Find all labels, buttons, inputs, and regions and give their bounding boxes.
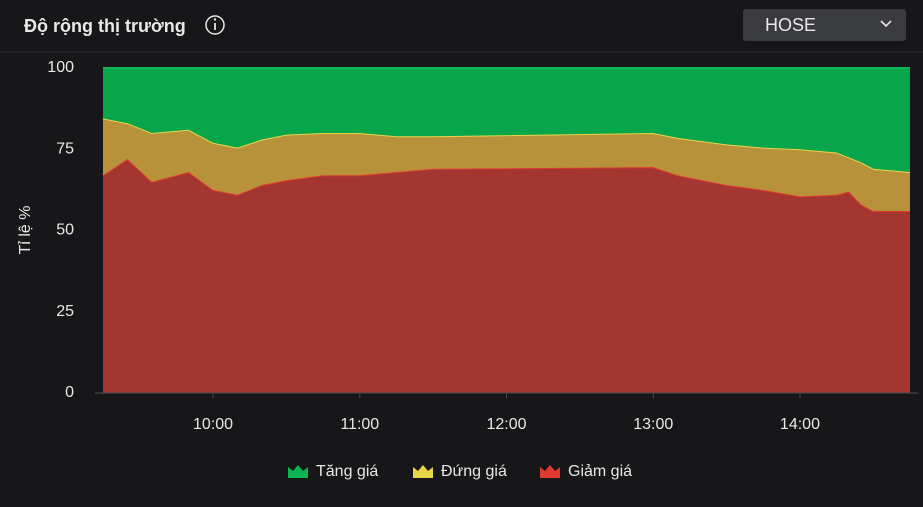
chevron — [880, 20, 892, 28]
legend-item: Tăng giá — [288, 463, 378, 480]
dropdown-label: HOSE — [765, 15, 817, 35]
legend-label: Tăng giá — [316, 463, 378, 480]
x-tick-label: 13:00 — [633, 416, 673, 433]
y-tick-label: 0 — [65, 384, 74, 401]
legend-icon — [540, 465, 560, 478]
title: Độ rộng thị trường — [24, 16, 186, 36]
legend-icon — [413, 465, 433, 478]
x-tick-label: 11:00 — [340, 416, 379, 433]
area-fill — [103, 118, 910, 211]
y-tick-label: 25 — [56, 303, 74, 320]
legend-item: Đứng giá — [413, 463, 507, 480]
legend-label: Đứng giá — [441, 463, 507, 480]
y-tick-label: 75 — [56, 140, 74, 157]
info-icon[interactable] — [205, 15, 225, 35]
x-tick-label: 10:00 — [193, 416, 233, 433]
y-tick-label: 100 — [47, 59, 74, 76]
legend-label: Giảm giá — [568, 463, 632, 480]
area-fill — [103, 159, 910, 393]
x-tick-label: 12:00 — [486, 416, 526, 433]
legend-item: Giảm giá — [540, 463, 632, 480]
y-tick-label: 50 — [56, 222, 74, 239]
exchange-dropdown[interactable]: HOSE — [743, 9, 906, 41]
legend-icon — [288, 465, 308, 478]
y-axis-label: Tỉ lệ % — [17, 206, 34, 255]
area-fill — [103, 68, 910, 172]
x-tick-label: 14:00 — [780, 416, 820, 433]
